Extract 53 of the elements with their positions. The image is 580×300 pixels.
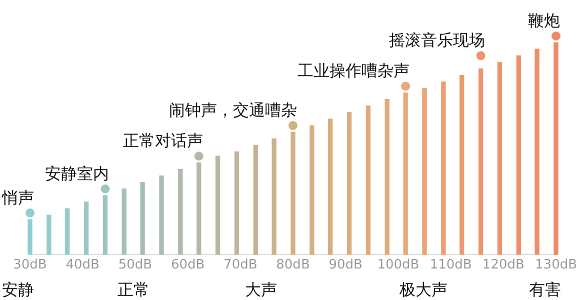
bar: [272, 138, 276, 255]
bar: [534, 48, 540, 255]
bar: [441, 82, 446, 255]
bar: [497, 62, 502, 255]
point: [401, 82, 410, 91]
annotation: 正常对话声: [122, 131, 203, 150]
bar: [159, 175, 164, 255]
point: [194, 152, 204, 161]
text: 大声: [245, 280, 277, 300]
bar: [366, 106, 371, 255]
text: 有害: [529, 280, 562, 300]
bar: [328, 118, 333, 255]
bar: [422, 88, 427, 255]
x-tick-label: 100dB: [377, 258, 420, 273]
text: 安静: [2, 280, 34, 300]
bar: [384, 99, 390, 255]
x-tick-label: 30dB: [13, 258, 47, 273]
bar: [253, 144, 258, 255]
annotation: 工业操作嘈杂声: [298, 61, 410, 80]
x-tick-label: 120dB: [482, 258, 524, 273]
bar: [460, 74, 464, 255]
bar: [140, 182, 145, 255]
x-tick-label: 70dB: [224, 258, 258, 273]
bar: [46, 214, 52, 255]
x-tick-label: 60dB: [170, 258, 205, 273]
annotation: 鞭炮: [528, 11, 560, 30]
bar: [310, 125, 314, 255]
x-tick-label: 50dB: [118, 258, 152, 273]
bar: [122, 188, 126, 255]
x-tick-label: 40dB: [66, 258, 100, 273]
point: [26, 208, 34, 218]
annotation: 闹钟声，交通嘈杂: [169, 100, 298, 120]
bar: [65, 208, 70, 255]
annotation: 摇滚音乐现场: [388, 30, 485, 50]
bar: [346, 112, 352, 255]
text: 极大声: [398, 280, 448, 300]
bar: [234, 151, 240, 255]
bar: [215, 156, 220, 255]
x-tick-label: 90dB: [328, 258, 362, 273]
bar: [178, 168, 183, 255]
annotation: 安静室内: [45, 164, 110, 183]
point: [288, 121, 298, 130]
point: [552, 32, 561, 40]
bar: [478, 68, 484, 255]
bar: [84, 202, 89, 255]
point: [476, 51, 486, 60]
annotation: 悄声: [1, 188, 34, 207]
point: [100, 184, 110, 194]
x-tick-label: 110dB: [430, 258, 472, 273]
x-tick-label: 130dB: [535, 258, 577, 273]
x-tick-label: 80dB: [276, 258, 310, 273]
text: 正常: [117, 280, 150, 300]
bar: [516, 55, 521, 255]
